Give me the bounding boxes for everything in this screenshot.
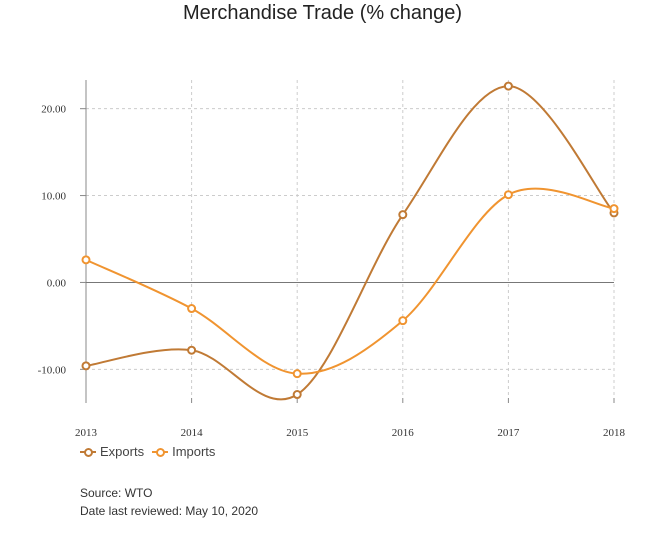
x-tick-label: 2016 (392, 427, 415, 439)
exports-data-point[interactable] (187, 345, 197, 355)
imports-line-marker-icon (152, 447, 169, 457)
legend-item-exports[interactable]: Exports (80, 444, 144, 459)
chart-legend: Exports Imports (80, 444, 223, 459)
exports-data-point[interactable] (81, 361, 91, 371)
x-tick-label: 2015 (286, 427, 309, 439)
imports-data-point[interactable] (503, 190, 513, 200)
y-tick-label: 0.00 (47, 277, 67, 289)
legend-item-imports[interactable]: Imports (152, 444, 215, 459)
imports-data-point[interactable] (187, 304, 197, 314)
exports-line-marker-icon (80, 447, 96, 457)
exports-series-line (85, 85, 615, 401)
legend-label-imports: Imports (172, 444, 216, 459)
y-tick-label: 20.00 (41, 104, 66, 116)
legend-label-exports: Exports (100, 444, 145, 459)
chart-footer: Source: WTO Date last reviewed: May 10, … (80, 484, 258, 520)
imports-series-line (85, 187, 615, 375)
imports-data-point[interactable] (292, 369, 302, 379)
source-note: Source: WTO (80, 486, 153, 500)
x-tick-label: 2014 (181, 427, 204, 439)
date-reviewed-note: Date last reviewed: May 10, 2020 (80, 504, 259, 518)
chart-title: Merchandise Trade (% change) (182, 2, 463, 24)
exports-data-point[interactable] (398, 210, 408, 220)
imports-data-point[interactable] (81, 255, 91, 265)
imports-data-point[interactable] (398, 316, 408, 326)
imports-data-point[interactable] (609, 204, 619, 214)
y-tick-label: 10.00 (41, 191, 66, 203)
x-tick-label: 2017 (497, 427, 520, 439)
exports-data-point[interactable] (292, 390, 302, 400)
x-tick-label: 2018 (603, 427, 626, 439)
exports-data-point[interactable] (503, 81, 513, 91)
y-tick-label: -10.00 (38, 364, 67, 376)
x-tick-label: 2013 (75, 427, 98, 439)
